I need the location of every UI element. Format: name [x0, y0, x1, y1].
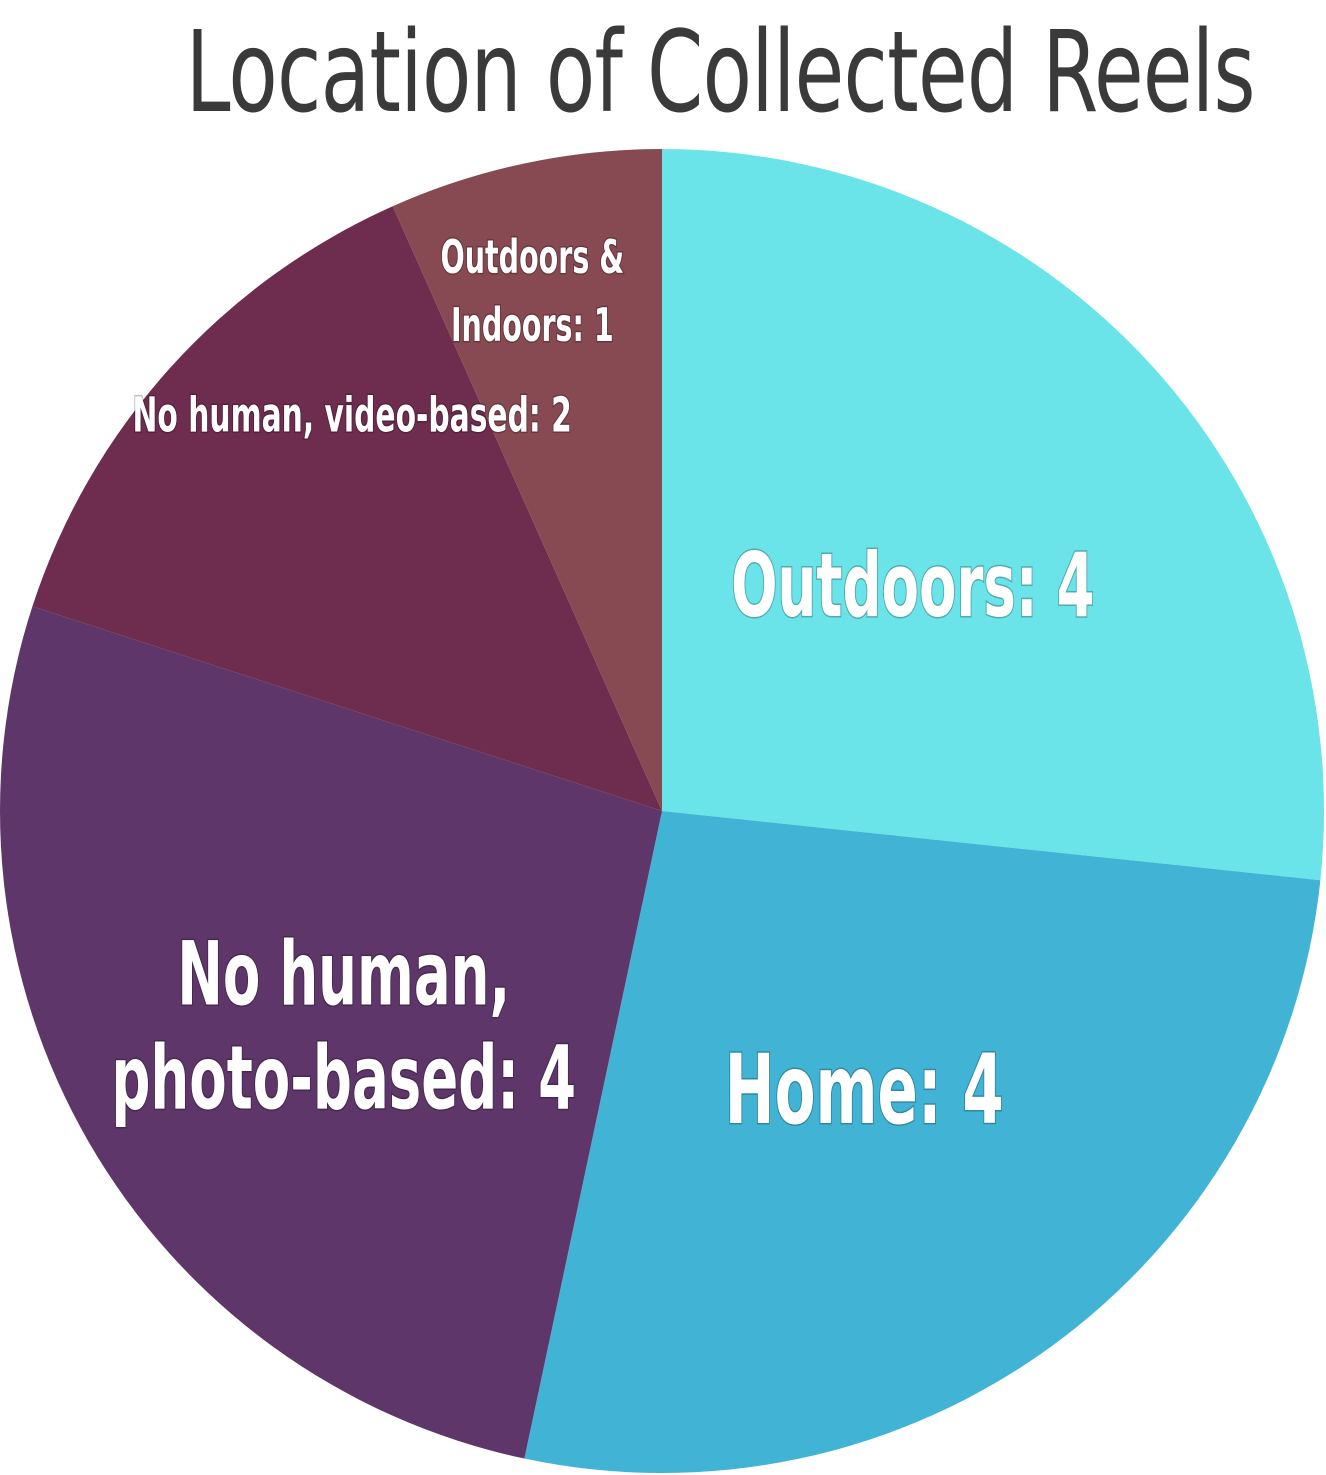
slice-label-line: No human,: [177, 924, 510, 1026]
pie-labels: Outdoors: 4 Home: 4 No human, photo-based: …: [110, 230, 1096, 1148]
pie-slices: [0, 149, 1324, 1473]
pie-slice-no-human-video-based: [32, 206, 662, 812]
slice-label-line: photo-based: 4: [111, 1028, 576, 1130]
slice-label: Home: 4: [725, 1034, 1004, 1146]
slice-label-line: Home: 4: [725, 1034, 1004, 1146]
slice-label: Outdoors: 4: [731, 535, 1094, 637]
pie-slice-outdoors: [662, 149, 1324, 881]
slice-label-line: Outdoors: 4: [731, 535, 1094, 637]
slice-label: Outdoors & Indoors: 1: [441, 231, 625, 353]
chart-title: Location of Collected Reels: [185, 8, 1256, 138]
pie-slice-outdoors-indoors: [392, 149, 662, 811]
slice-label-line: No human, video-based: 2: [133, 388, 572, 443]
slice-label-line: Indoors: 1: [451, 299, 614, 353]
pie-slice-no-human-photo-based: [0, 606, 663, 1459]
pie-slice-home: [524, 811, 1321, 1473]
slice-label: No human, video-based: 2: [133, 388, 572, 443]
slice-label-line: Outdoors &: [441, 231, 625, 285]
slice-label: No human, photo-based: 4: [111, 924, 576, 1130]
